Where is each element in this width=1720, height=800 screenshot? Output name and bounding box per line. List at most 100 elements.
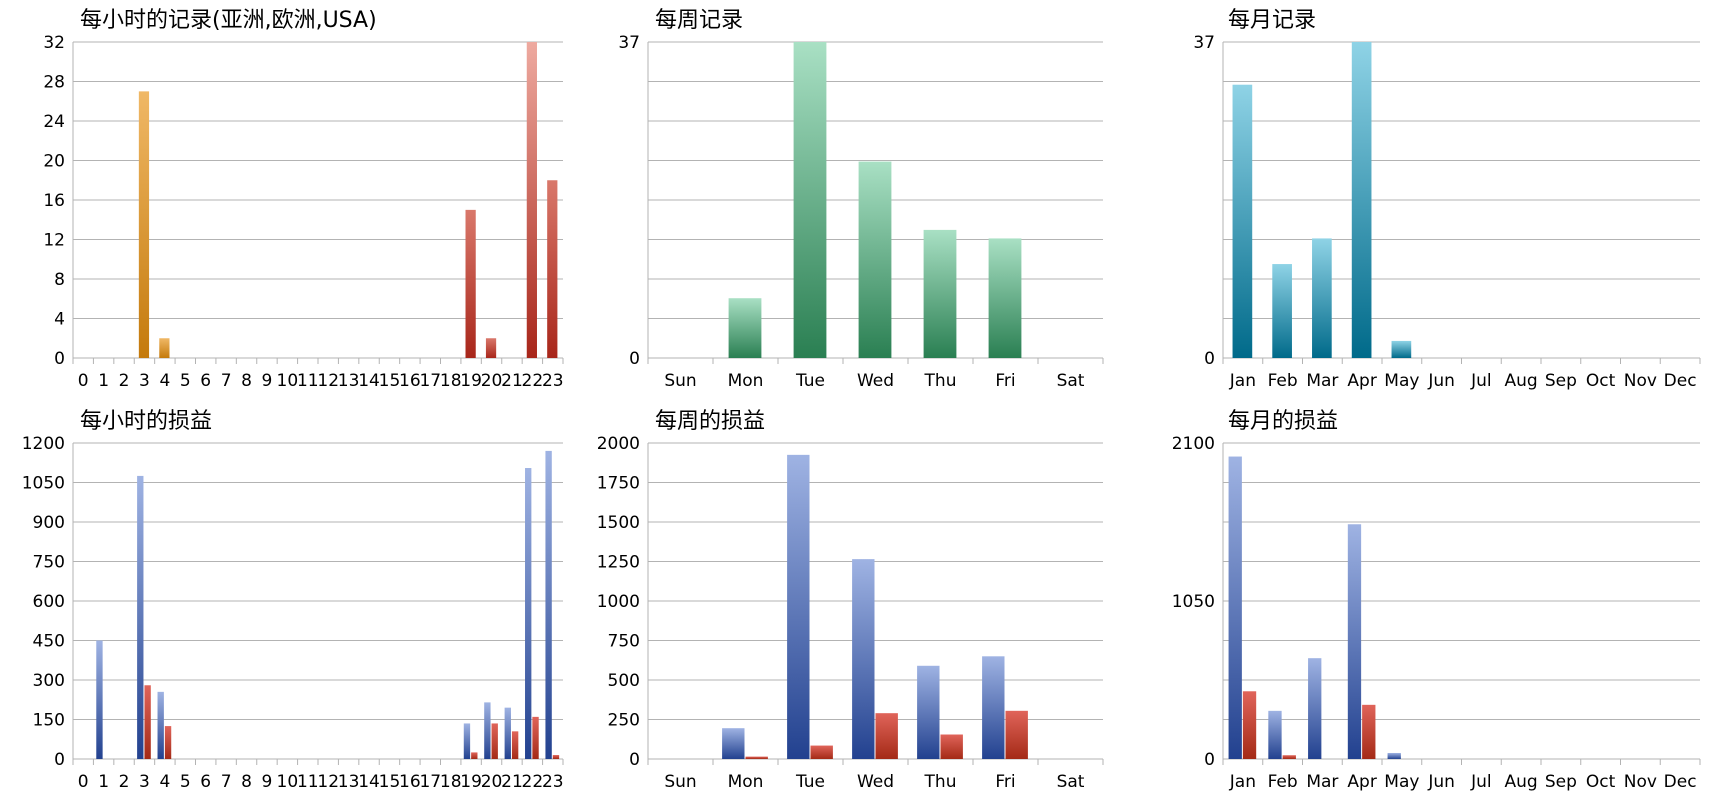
x-tick-label: 5 [180,371,191,391]
x-tick-label: 2 [119,371,130,391]
y-tick-label: 0 [54,349,65,369]
bar-series-1 [525,468,532,759]
chart-title: 每小时的记录(亚洲,欧洲,USA) [80,8,377,33]
x-tick-label: Sun [664,772,696,792]
y-tick-label: 750 [608,632,640,652]
x-tick-label: 15 [379,371,401,391]
x-tick-label: Oct [1586,772,1616,792]
y-tick-label: 1000 [597,592,640,612]
bar-series-2 [810,745,833,759]
y-tick-label: 2100 [1172,434,1215,454]
y-tick-label: 600 [33,592,65,612]
bar [465,209,476,358]
bar [1351,42,1372,358]
x-tick-label: Sep [1545,371,1577,391]
y-tick-label: 0 [1204,349,1215,369]
x-tick-label: Tue [795,772,825,792]
y-tick-label: 0 [54,750,65,770]
x-tick-label: Tue [795,371,825,391]
x-tick-label: Mon [728,772,764,792]
x-tick-label: May [1384,772,1419,792]
x-tick-label: 4 [159,772,170,792]
x-tick-label: 10 [277,371,299,391]
x-tick-label: 1 [98,371,109,391]
x-tick-label: Sep [1545,772,1577,792]
x-tick-label: Dec [1664,772,1697,792]
y-tick-label: 450 [33,632,65,652]
bar-series-2 [1242,691,1257,759]
y-tick-label: 37 [1193,33,1215,53]
y-tick-label: 28 [43,73,65,93]
x-tick-label: 0 [78,772,89,792]
x-tick-label: 2 [119,772,130,792]
x-tick-label: Sat [1057,371,1085,391]
x-tick-label: 22 [522,371,544,391]
bar-series-2 [940,734,963,759]
chart-title: 每周的损益 [655,409,765,434]
x-tick-label: 16 [399,772,421,792]
y-tick-label: 500 [608,671,640,691]
chart-title: 每周记录 [655,8,743,33]
x-tick-label: 19 [460,772,482,792]
bar-series-1 [982,656,1005,759]
y-tick-label: 300 [33,671,65,691]
x-tick-label: Wed [857,371,894,391]
x-tick-label: 4 [159,371,170,391]
bar-series-1 [1308,658,1322,759]
x-tick-label: Jun [1427,772,1455,792]
y-tick-label: 900 [33,513,65,533]
bar-series-2 [745,756,768,759]
x-tick-label: 22 [522,772,544,792]
y-tick-label: 4 [54,310,65,330]
x-tick-label: 6 [200,772,211,792]
chart-monthly-pnl: 每月的损益 0 1050 2100 Jan Feb Mar Apr May Jun Jul Aug S… [1172,409,1701,792]
x-tick-label: 14 [358,772,380,792]
x-tick-label: Nov [1624,772,1657,792]
chart-weekly-records: 每周记录 0 37 Sun Mon Tue Wed Thu Fri Sat [618,8,1104,391]
x-tick-label: 18 [440,371,462,391]
x-tick-label: May [1384,371,1419,391]
chart-title: 每月记录 [1228,8,1316,33]
bar [485,338,497,358]
bar [159,338,170,358]
x-tick-label: Nov [1624,371,1657,391]
x-tick-label: 18 [440,772,462,792]
x-tick-label: Sun [664,371,696,391]
bar-series-1 [722,728,745,759]
y-tick-label: 8 [54,270,65,290]
x-tick-label: 19 [460,371,482,391]
y-tick-label: 1250 [597,553,640,573]
x-tick-label: Jul [1470,772,1492,792]
x-tick-label: Mar [1306,371,1338,391]
chart-title: 每小时的损益 [80,409,212,434]
y-tick-label: 20 [43,152,65,172]
x-tick-label: Jul [1470,371,1492,391]
x-tick-label: 9 [262,772,273,792]
chart-weekly-pnl: 每周的损益 0 250 500 750 1000 1250 1500 1750 2000 Sun M… [597,409,1104,792]
chart-title: 每月的损益 [1228,409,1338,434]
y-tick-label: 32 [43,33,65,53]
x-tick-label: Apr [1347,371,1376,391]
y-tick-label: 1200 [22,434,65,454]
y-tick-label: 0 [629,349,640,369]
x-tick-label: Fri [995,371,1015,391]
y-tick-label: 1500 [597,513,640,533]
x-tick-label: 6 [200,371,211,391]
x-tick-label: 23 [542,772,564,792]
x-tick-label: Feb [1268,371,1298,391]
x-tick-label: 12 [317,371,339,391]
bar [793,42,827,358]
bar [1272,264,1292,358]
bar-series-1 [1228,456,1242,759]
y-tick-label: 24 [43,112,65,132]
x-tick-label: Mon [728,371,764,391]
x-tick-label: 13 [338,772,360,792]
x-tick-label: 9 [262,371,273,391]
y-tick-label: 1050 [1172,592,1215,612]
bar [728,298,762,358]
bar-series-1 [1268,710,1282,759]
bar-series-1 [484,702,491,759]
x-tick-label: Dec [1664,371,1697,391]
